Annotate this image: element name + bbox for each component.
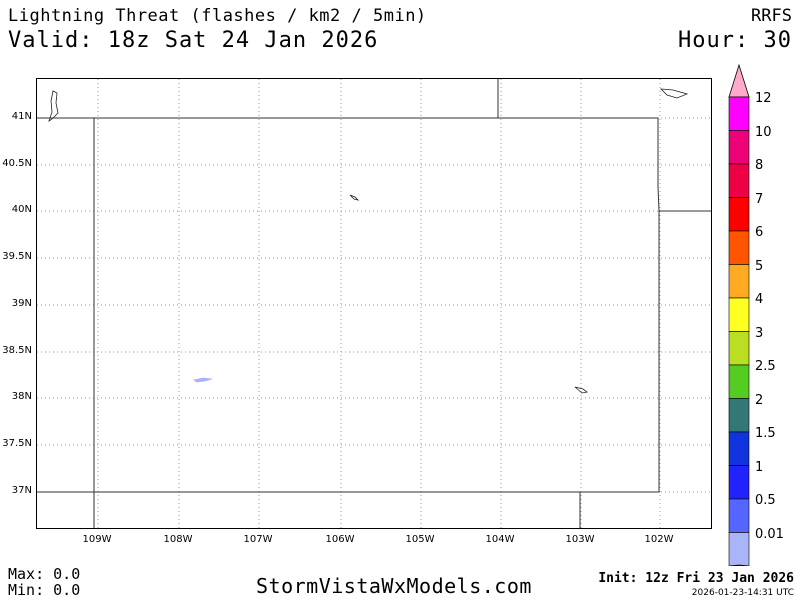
colorbar-cell — [728, 197, 750, 232]
colorbar-label: 2.5 — [755, 359, 776, 374]
forecast-hour: Hour: 30 — [678, 28, 792, 53]
generated-timestamp: 2026-01-23-14:31 UTC — [691, 588, 794, 598]
lake-outline — [48, 90, 59, 122]
colorbar-label: 1.5 — [755, 426, 776, 441]
colorbar-cell — [728, 532, 750, 566]
colorbar-label: 4 — [755, 292, 764, 307]
lightning-signal — [192, 377, 213, 383]
min-value: Min: 0.0 — [8, 581, 81, 599]
colorbar-label: 0.5 — [755, 493, 776, 508]
lon-label-107w: 107W — [243, 534, 273, 545]
colorbar-cell — [728, 331, 750, 366]
lat-label-37n: 37N — [11, 485, 32, 496]
lat-label-40-5n: 40.5N — [2, 158, 32, 169]
colorbar-label: 10 — [755, 124, 772, 140]
lat-label-38n: 38N — [11, 391, 32, 402]
colorbar-cell — [728, 163, 750, 198]
lake-outline — [349, 194, 360, 201]
max-value: Max: 0.0 — [8, 565, 81, 583]
colorbar-label: 2 — [755, 392, 764, 408]
init-time: Init: 12z Fri 23 Jan 2026 — [598, 571, 794, 586]
lat-label-39n: 39N — [11, 298, 32, 309]
colorbar-cell — [728, 498, 750, 533]
graticule — [37, 79, 711, 528]
valid-time: Valid: 18z Sat 24 Jan 2026 — [8, 28, 379, 53]
colorbar-bottom-arrow — [728, 564, 750, 566]
colorbar-label: 1 — [755, 459, 764, 475]
lon-label-105w: 105W — [405, 534, 435, 545]
colorbar-cell — [728, 465, 750, 500]
colorbar-label: 12 — [755, 91, 772, 106]
lon-label-109w: 109W — [82, 534, 112, 545]
map-canvas — [37, 79, 711, 528]
lat-label-37-5n: 37.5N — [2, 438, 32, 449]
map-title: Lightning Threat (flashes / km2 / 5min) — [8, 6, 427, 26]
model-name: RRFS — [751, 6, 792, 26]
map-panel[interactable] — [36, 78, 712, 529]
colorbar — [728, 64, 750, 566]
lat-label-40n: 40N — [11, 204, 32, 215]
lake-outline — [659, 88, 689, 99]
colorbar-cell — [728, 96, 750, 131]
colorbar-label: 3 — [755, 325, 764, 341]
lon-label-103w: 103W — [565, 534, 595, 545]
colorbar-cell — [728, 230, 750, 265]
colorbar-cell — [728, 130, 750, 165]
lakes — [48, 88, 689, 394]
colorbar-cell — [728, 431, 750, 466]
lon-label-108w: 108W — [163, 534, 193, 545]
site-name: StormVistaWxModels.com — [256, 574, 532, 598]
lon-label-106w: 106W — [325, 534, 355, 545]
colorbar-label: 0.01 — [755, 526, 784, 542]
colorbar-cell — [728, 398, 750, 433]
lat-label-39-5n: 39.5N — [2, 251, 32, 262]
lon-label-102w: 102W — [644, 534, 674, 545]
colorbar-cell — [728, 264, 750, 299]
colorbar-cells — [728, 64, 750, 566]
colorbar-label: 8 — [755, 158, 764, 173]
lat-label-41n: 41N — [11, 111, 32, 122]
colorbar-label: 6 — [755, 225, 764, 240]
colorado-border — [37, 117, 660, 493]
colorbar-label: 5 — [755, 258, 764, 274]
state-borders — [37, 79, 711, 528]
lake-outline — [574, 386, 588, 394]
lon-label-104w: 104W — [485, 534, 515, 545]
lat-label-38-5n: 38.5N — [2, 345, 32, 356]
colorbar-label: 7 — [755, 191, 764, 207]
colorbar-cell — [728, 297, 750, 332]
colorbar-cell — [728, 364, 750, 399]
colorbar-top-arrow — [728, 64, 750, 98]
